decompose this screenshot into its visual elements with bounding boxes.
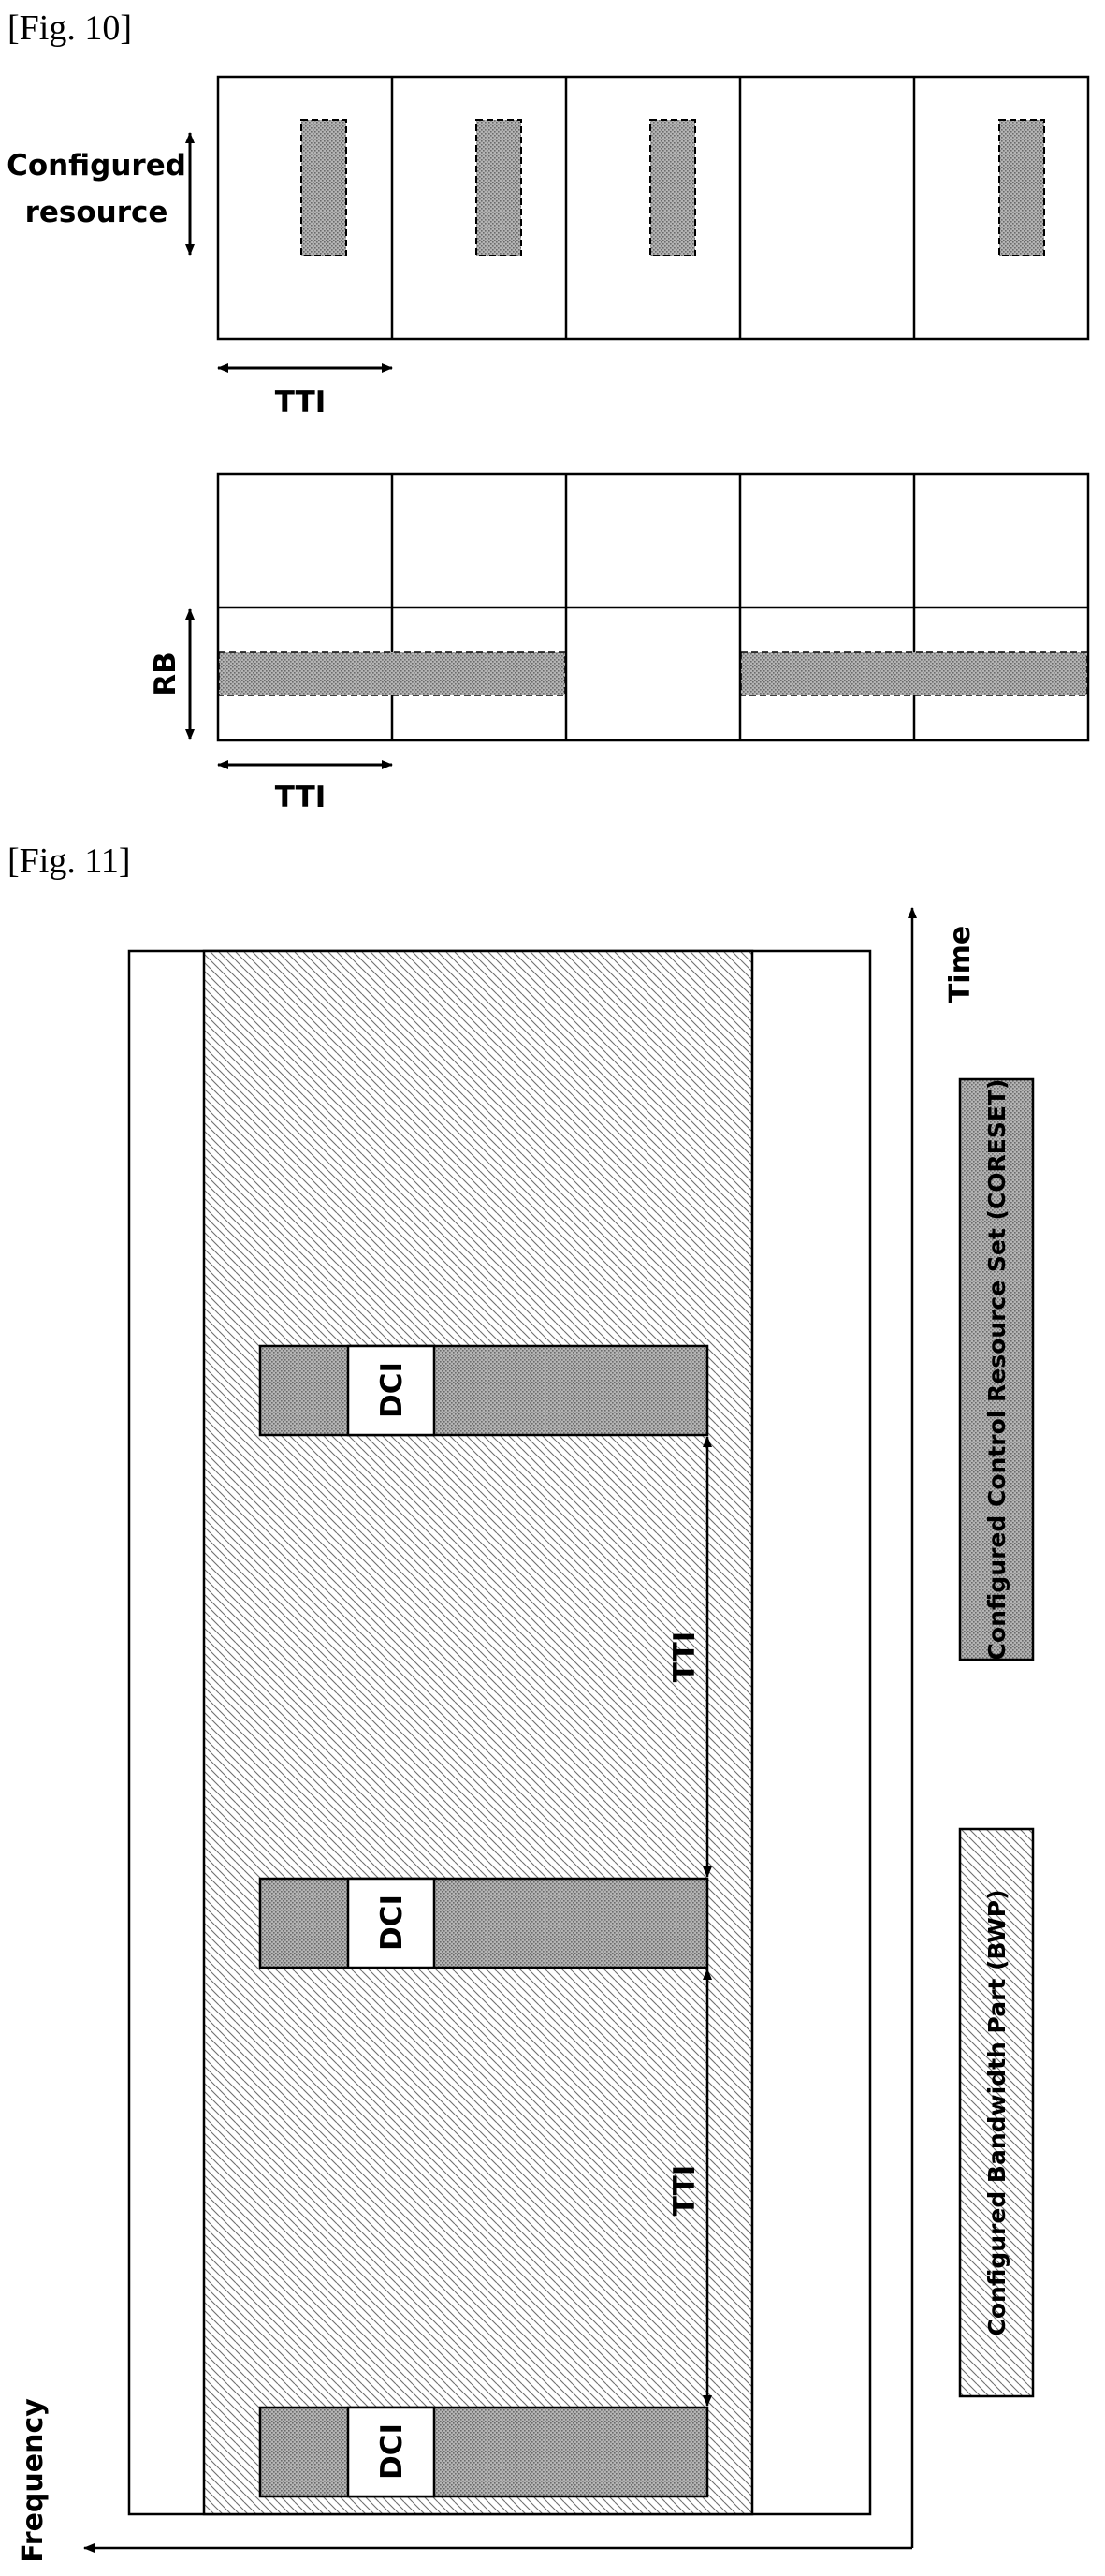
legend-coreset-label: Configured Control Resource Set (CORESET… [983, 1079, 1010, 1661]
rb-allocation-band [219, 652, 565, 695]
configured-resource-block [476, 120, 521, 256]
coreset-block [260, 1879, 707, 1968]
fig11-caption: [Fig. 11] [7, 842, 131, 881]
dci-label: DCI [375, 2423, 409, 2480]
configured-resource-block [301, 120, 346, 256]
configured-resource-block [999, 120, 1044, 256]
fig10-caption: [Fig. 10] [7, 8, 132, 48]
frequency-axis-label: Frequency [17, 2398, 50, 2563]
coreset-block [260, 1346, 707, 1435]
tti-label-top: TTI [275, 386, 327, 419]
tti-label: TTI [668, 2165, 702, 2217]
configured-resource-label-line1: Configured [7, 149, 186, 183]
time-axis-label: Time [944, 926, 977, 1003]
coreset-block [260, 2408, 707, 2496]
configured-resource-block [650, 120, 695, 256]
dci-label: DCI [375, 1362, 409, 1418]
rb-label: RB [149, 651, 182, 696]
configured-resource-label-line2: resource [25, 196, 168, 229]
fig10-top-panel: Configured resource TTI [7, 77, 1088, 419]
fig10-bottom-panel: RB TTI [149, 474, 1088, 814]
fig11-diagram: Time Frequency DCI DCI DCI TTI TTI Confi… [17, 908, 1033, 2563]
tti-label: TTI [668, 1632, 702, 1683]
tti-label-bottom: TTI [275, 781, 327, 814]
legend-bwp-label: Configured Bandwidth Part (BWP) [983, 1889, 1010, 2335]
bandwidth-part-region [204, 951, 752, 2514]
rb-allocation-band [741, 652, 1087, 695]
dci-label: DCI [375, 1895, 409, 1951]
